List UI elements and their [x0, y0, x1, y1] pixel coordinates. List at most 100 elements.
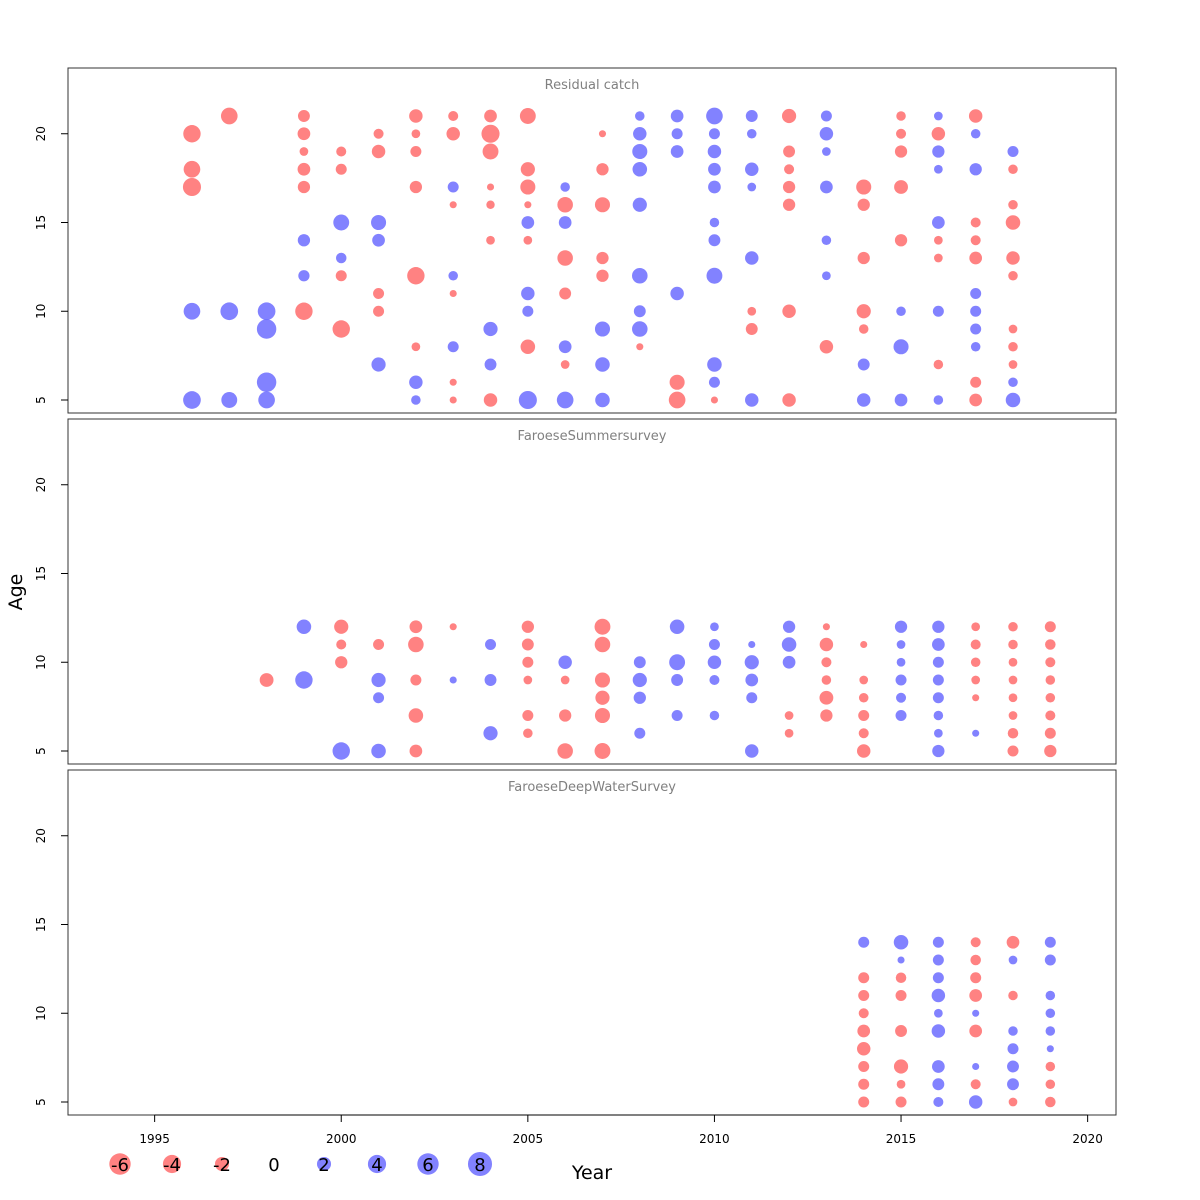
- bubble-point: [970, 972, 982, 984]
- bubble-point: [970, 128, 981, 139]
- bubble-point: [819, 690, 834, 705]
- bubble-point: [860, 640, 868, 649]
- bubble-point: [897, 956, 905, 964]
- bubble-point: [373, 288, 385, 299]
- bubble-point: [934, 1008, 943, 1018]
- bubble-point: [933, 1096, 944, 1108]
- bubble-point: [484, 109, 497, 123]
- bubble-point: [669, 654, 686, 671]
- bubble-point: [670, 145, 684, 158]
- bubble-point: [968, 109, 983, 123]
- bubble-point: [1008, 324, 1018, 334]
- bubble-point: [482, 143, 499, 160]
- bubble-point: [893, 339, 909, 355]
- bubble-point: [931, 1024, 946, 1038]
- bubble-point: [1007, 1060, 1019, 1073]
- bubble-point: [972, 1062, 980, 1071]
- bubble-point: [299, 147, 309, 156]
- bubble-point: [745, 744, 759, 758]
- bubble-point: [522, 305, 534, 317]
- bubble-point: [594, 672, 611, 688]
- bubble-point: [670, 286, 684, 301]
- bubble-point: [707, 357, 722, 372]
- bubble-point: [969, 251, 983, 265]
- y-tick-label: 10: [34, 1006, 48, 1021]
- bubble-point: [1044, 936, 1056, 948]
- bubble-point: [449, 623, 457, 631]
- bubble-point: [932, 744, 945, 758]
- bubble-point: [1045, 1079, 1056, 1090]
- bubble-point: [373, 639, 385, 650]
- bubble-point: [933, 359, 944, 370]
- bubble-point: [709, 674, 720, 686]
- bubble-point: [594, 618, 611, 635]
- bubble-point: [556, 391, 574, 409]
- bubble-point: [858, 692, 869, 703]
- bubble-point: [858, 936, 870, 948]
- y-axis-title: Age: [5, 574, 27, 611]
- legend-bubble: [162, 1154, 182, 1174]
- bubble-point: [558, 655, 572, 669]
- bubble-point: [520, 179, 536, 195]
- bubble-point: [821, 235, 832, 246]
- bubble-point: [1008, 1026, 1018, 1036]
- bubble-point: [821, 657, 832, 668]
- bubble-point: [633, 305, 646, 318]
- bubble-point: [745, 323, 758, 335]
- bubble-point: [1008, 657, 1018, 667]
- bubble-point: [747, 182, 757, 192]
- bubble-point: [781, 637, 797, 652]
- bubble-point: [708, 234, 721, 247]
- legend-label: 0: [268, 1155, 279, 1176]
- bubble-point: [183, 125, 201, 143]
- bubble-point: [934, 728, 943, 738]
- bubble-point: [857, 251, 870, 265]
- bubble-point: [820, 709, 833, 722]
- bubble-point: [856, 304, 871, 319]
- bubble-point: [594, 743, 611, 759]
- bubble-point: [971, 675, 981, 685]
- bubble-point: [934, 164, 943, 174]
- bubble-point: [858, 1008, 869, 1019]
- bubble-point: [782, 620, 796, 633]
- bubble-point: [856, 744, 871, 758]
- bubble-point: [856, 179, 872, 195]
- bubble-point: [183, 391, 201, 409]
- bubble-point: [295, 302, 313, 320]
- legend-label: -4: [163, 1155, 181, 1176]
- bubble-point: [335, 163, 347, 175]
- bubble-point: [858, 324, 869, 334]
- bubble-point: [784, 711, 794, 720]
- bubble-point: [335, 270, 347, 282]
- bubble-point: [708, 162, 721, 176]
- bubble-point: [671, 128, 683, 140]
- bubble-point: [819, 340, 834, 354]
- bubble-point: [220, 107, 238, 125]
- bubble-point: [970, 341, 981, 352]
- bubble-point: [333, 214, 350, 231]
- bubble-point: [336, 146, 347, 157]
- bubble-point: [558, 216, 572, 229]
- legend-bubble: [467, 1151, 493, 1177]
- bubble-point: [1044, 744, 1057, 758]
- bubble-point: [448, 110, 459, 122]
- bubble-point: [932, 638, 945, 651]
- bubble-point: [1008, 1097, 1018, 1107]
- bubble-point: [857, 1024, 871, 1038]
- bubble-point: [970, 376, 982, 388]
- bubble-point: [1045, 692, 1056, 703]
- bubble-point: [934, 253, 943, 263]
- bubble-point: [669, 374, 685, 390]
- legend-bubble: [316, 1156, 332, 1172]
- bubble-point: [373, 692, 385, 704]
- bubble-point: [895, 674, 907, 686]
- bubble-point: [858, 1061, 870, 1072]
- bubble-point: [969, 1024, 983, 1038]
- bubble-point: [707, 655, 722, 669]
- bubble-point: [183, 302, 201, 320]
- bubble-point: [559, 709, 572, 722]
- bubble-point: [447, 181, 459, 193]
- x-tick-label: 2015: [886, 1132, 917, 1146]
- bubble-point: [409, 744, 423, 758]
- y-tick-label: 20: [34, 828, 48, 843]
